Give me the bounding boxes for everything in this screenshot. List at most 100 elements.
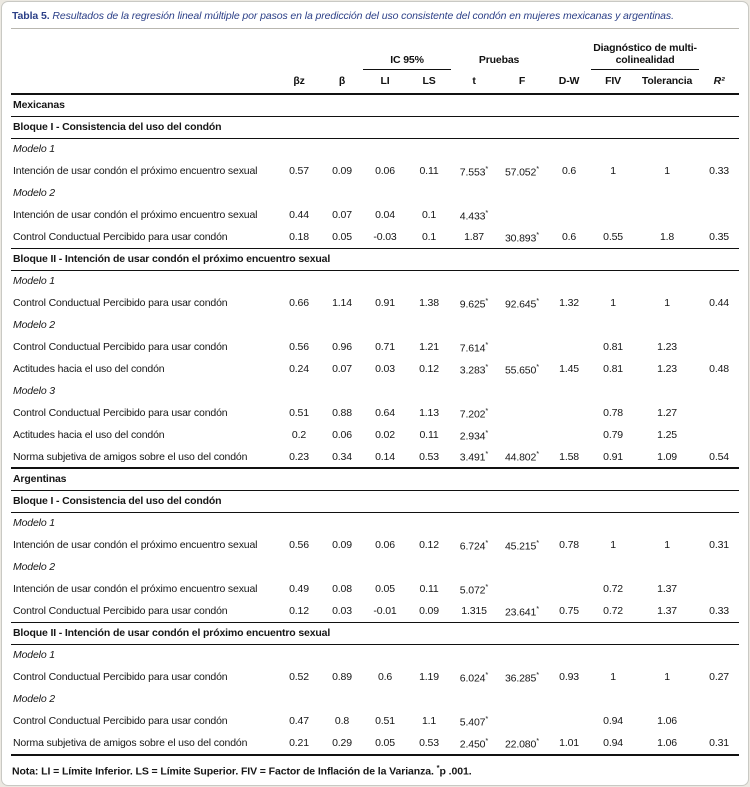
cell-value: 0.02 xyxy=(375,429,395,441)
row-label: Bloque I - Consistencia del uso del cond… xyxy=(11,115,740,139)
group-header-multicolinealidad: Diagnóstico de multi-colinealidad xyxy=(591,29,700,70)
cell-value: 7.614* xyxy=(459,339,489,355)
cell-value: 0.14 xyxy=(375,450,395,463)
significance-mark: * xyxy=(536,669,540,679)
row-label: Modelo 1 xyxy=(13,649,55,662)
row-label: Modelo 1 xyxy=(13,143,55,156)
cell-value: 6.024* xyxy=(459,669,489,685)
significance-mark: * xyxy=(485,361,489,371)
column-header-variable xyxy=(11,69,277,95)
significance-mark: * xyxy=(485,427,489,437)
cell-value: 55.650* xyxy=(504,361,540,377)
cell-value: 1.23 xyxy=(657,363,677,375)
column-header-r2: R² xyxy=(699,69,740,95)
row-label: Control Conductual Percibido para usar c… xyxy=(13,671,228,683)
cell-value: 0.05 xyxy=(332,230,352,243)
row-label: Modelo 2 xyxy=(13,187,55,199)
note-significance-mark: * xyxy=(436,763,440,772)
cell-value: 44.802* xyxy=(504,449,540,464)
significance-mark: * xyxy=(485,449,489,459)
cell-value: 0.48 xyxy=(709,363,729,375)
row-label: Control Conductual Percibido para usar c… xyxy=(13,715,228,727)
cell-value: 2.450* xyxy=(459,735,489,751)
data-row: Norma subjetiva de amigos sobre el uso d… xyxy=(11,446,739,468)
cell-value: 0.44 xyxy=(709,297,729,309)
cell-value: 0.06 xyxy=(375,539,395,551)
column-header-li: LI xyxy=(363,69,408,95)
cell-value: 1.14 xyxy=(332,297,352,309)
row-label: Modelo 2 xyxy=(13,693,55,705)
cell-value: 0.8 xyxy=(334,715,350,727)
significance-mark: * xyxy=(536,735,540,745)
cell-value: 0.47 xyxy=(289,715,309,727)
cell-value: 0.78 xyxy=(559,539,579,551)
cell-value xyxy=(497,424,547,446)
note-p-value: p .001. xyxy=(439,765,472,778)
cell-value: -0.01 xyxy=(373,604,397,617)
significance-mark: * xyxy=(536,537,540,547)
cell-value: 0.53 xyxy=(419,737,439,749)
significance-mark: * xyxy=(485,669,489,679)
significance-mark: * xyxy=(536,229,540,239)
cell-value: 1 xyxy=(610,297,616,309)
significance-mark: * xyxy=(536,295,540,305)
column-header-ls: LS xyxy=(407,69,452,95)
cell-value: 0.05 xyxy=(375,583,395,595)
cell-value xyxy=(699,424,739,446)
regression-results-table: IC 95% Pruebas Diagnóstico de multi-coli… xyxy=(11,29,740,754)
cell-value: 4.433* xyxy=(459,207,489,223)
cell-value xyxy=(547,402,591,424)
cell-value: 1.06 xyxy=(657,737,677,749)
cell-value: 0.89 xyxy=(332,671,352,683)
table-note: Nota: LI = Límite Inferior. LS = Límite … xyxy=(11,754,739,784)
cell-value: 0.05 xyxy=(375,737,395,749)
cell-value: 0.23 xyxy=(289,450,309,463)
table-body: Mexicanas Bloque I - Consistencia del uso… xyxy=(11,93,740,754)
data-row: Intención de usar condón el próximo encu… xyxy=(11,534,739,556)
cell-value: 2.934* xyxy=(459,427,489,443)
cell-value xyxy=(699,578,739,600)
data-row: Control Conductual Percibido para usar c… xyxy=(11,666,739,688)
group-header-pruebas: Pruebas xyxy=(478,54,520,66)
data-row: Actitudes hacia el uso del condón 0.2 0.06… xyxy=(11,424,739,446)
row-label: Norma subjetiva de amigos sobre el uso d… xyxy=(13,737,248,749)
significance-mark: * xyxy=(485,295,489,305)
row-label: Control Conductual Percibido para usar c… xyxy=(13,407,228,419)
cell-value xyxy=(497,402,547,424)
cell-value: 0.49 xyxy=(289,583,309,595)
row-label: Norma subjetiva de amigos sobre el uso d… xyxy=(13,450,248,463)
table-caption-text: Resultados de la regresión lineal múltip… xyxy=(49,10,674,22)
cell-value xyxy=(699,402,739,424)
cell-value: 0.2 xyxy=(291,429,307,441)
model-row: Modelo 1 xyxy=(11,644,739,666)
cell-value: 0.12 xyxy=(419,539,439,551)
row-label: Actitudes hacia el uso del condón xyxy=(13,429,165,441)
cell-value: 0.53 xyxy=(419,450,439,463)
cell-value xyxy=(635,204,699,226)
cell-value: 1.25 xyxy=(657,429,677,441)
data-row: Intención de usar condón el próximo encu… xyxy=(11,204,739,226)
cell-value: 0.51 xyxy=(289,407,309,419)
cell-value xyxy=(497,578,547,600)
table-title: Tabla 5. Resultados de la regresión line… xyxy=(11,4,739,29)
group-header-spacer xyxy=(699,29,739,69)
row-label: Argentinas xyxy=(11,467,740,491)
cell-value: 0.78 xyxy=(603,407,623,419)
group-header-spacer xyxy=(547,29,591,69)
group-header-ic95: IC 95% xyxy=(363,29,452,70)
cell-value: 0.6 xyxy=(561,165,577,177)
data-row: Control Conductual Percibido para usar c… xyxy=(11,336,739,358)
cell-value: 0.12 xyxy=(289,604,309,617)
cell-value: 0.56 xyxy=(289,341,309,353)
cell-value: 36.285* xyxy=(504,669,540,685)
cell-value: 0.09 xyxy=(332,539,352,551)
row-label: Modelo 3 xyxy=(13,385,55,397)
cell-value xyxy=(497,204,547,226)
cell-value: 0.94 xyxy=(603,737,623,749)
cell-value: 0.6 xyxy=(561,230,577,243)
cell-value xyxy=(547,710,591,732)
cell-value: 0.09 xyxy=(332,165,352,177)
cell-value: 5.407* xyxy=(459,713,489,729)
cell-value: 0.03 xyxy=(375,363,395,375)
group-header-row: IC 95% Pruebas Diagnóstico de multi-coli… xyxy=(11,29,739,70)
